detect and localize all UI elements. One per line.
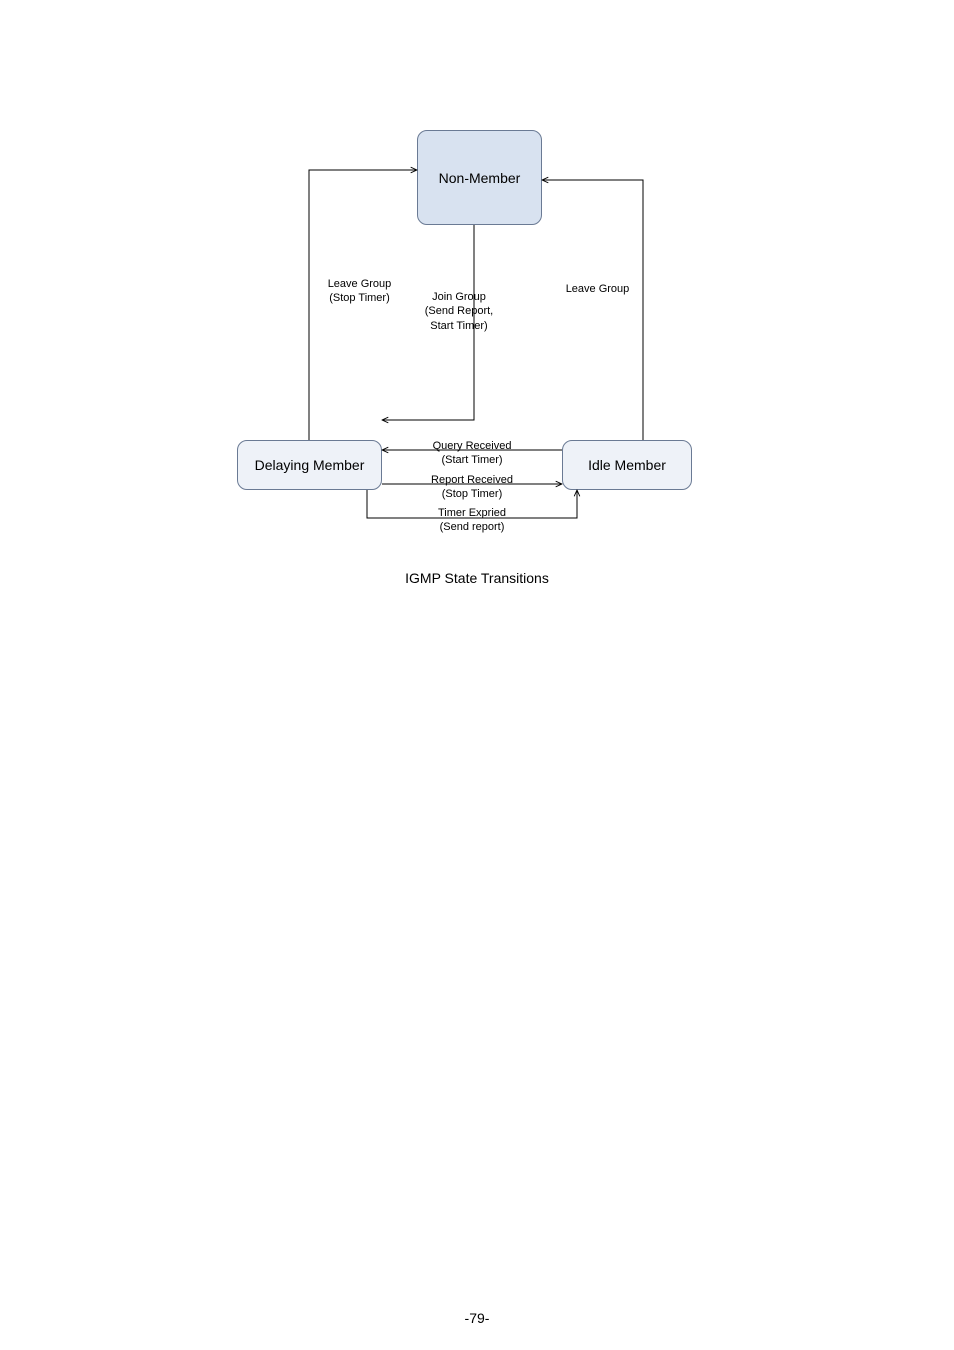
edge-label-leave-delaying: Leave Group (Stop Timer) [312, 277, 407, 306]
edge-label-join: Join Group (Send Report, Start Timer) [409, 290, 509, 333]
node-label: Non-Member [439, 170, 521, 186]
edge-label-query-received: Query Received (Start Timer) [412, 439, 532, 468]
edge-label-leave-idle: Leave Group [550, 282, 645, 296]
node-label: Delaying Member [255, 457, 365, 473]
diagram-caption: IGMP State Transitions [0, 570, 954, 586]
node-label: Idle Member [588, 457, 666, 473]
node-non-member: Non-Member [417, 130, 542, 225]
edge-label-report-received: Report Received (Stop Timer) [412, 473, 532, 502]
node-idle-member: Idle Member [562, 440, 692, 490]
igmp-state-diagram: Non-Member Delaying Member Idle Member L… [237, 130, 717, 605]
node-delaying-member: Delaying Member [237, 440, 382, 490]
edge-label-timer-expired: Timer Expried (Send report) [412, 506, 532, 535]
page-number: -79- [0, 1310, 954, 1326]
